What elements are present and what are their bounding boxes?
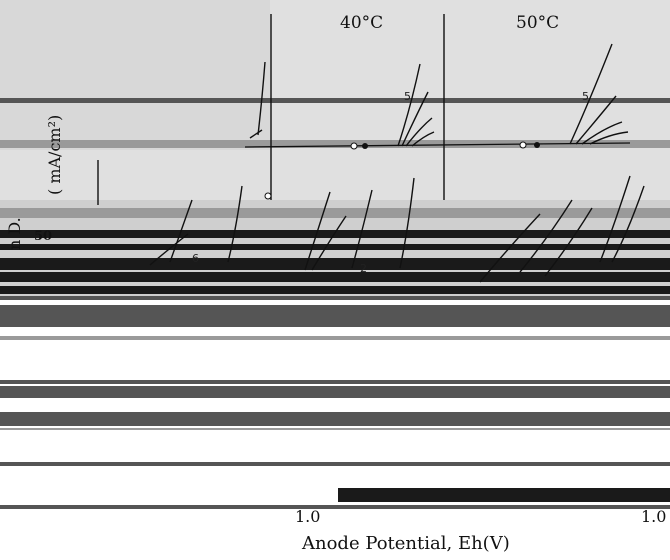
scan-band-5 — [0, 258, 670, 270]
lower-curve-5 — [351, 189, 373, 269]
scan-band-8 — [0, 296, 670, 300]
lower-curve-9 — [544, 207, 593, 277]
upper-curve-0 — [257, 61, 266, 136]
lower-curve-3 — [304, 191, 331, 271]
curve-label-1: 5 — [582, 90, 589, 103]
lower-curve-0 — [169, 199, 193, 263]
x-tick-label-1: 1.0 — [295, 507, 320, 526]
open-marker-50c — [519, 141, 527, 149]
lower-curve-7 — [479, 213, 541, 283]
scan-band-10 — [0, 336, 670, 340]
filled-marker-50c — [534, 142, 540, 148]
lower-curve-4 — [311, 215, 347, 271]
scan-band-2 — [0, 208, 670, 218]
scan-band-11 — [0, 380, 670, 384]
scan-band-6 — [0, 272, 670, 282]
curve-label-3: 6 — [192, 252, 199, 265]
scan-band-9 — [0, 305, 670, 327]
upper-curve-7 — [575, 95, 617, 145]
upper-curves — [249, 43, 629, 147]
upper-curve-1 — [249, 129, 263, 139]
reference-marker — [264, 192, 272, 200]
lower-curve-1 — [149, 233, 189, 266]
panel-label-40c: 40°C — [340, 13, 383, 33]
panel-label-50c: 50°C — [516, 13, 559, 33]
scan-band-15 — [0, 462, 670, 466]
filled-marker-40c — [362, 143, 368, 149]
curve-label-4: 2 — [360, 262, 367, 275]
lower-curve-11 — [611, 185, 645, 263]
upper-curve-2 — [397, 63, 421, 147]
upper-curve-3 — [401, 91, 429, 147]
scan-band-14 — [0, 428, 670, 430]
upper-curve-6 — [569, 43, 613, 145]
upper-baseline — [244, 142, 631, 148]
upper-curve-5 — [411, 131, 435, 147]
scan-band-0 — [0, 98, 670, 103]
y-axis-label-units: ( mA/cm²) — [45, 115, 64, 195]
paper-upper-left — [0, 0, 270, 150]
lower-curve-10 — [599, 175, 631, 263]
open-marker-40c — [350, 142, 358, 150]
upper-curve-4 — [405, 117, 433, 147]
scan-band-1 — [0, 140, 670, 148]
upper-curve-9 — [589, 131, 629, 145]
scan-band-7 — [0, 286, 670, 294]
lower-curves — [149, 175, 645, 283]
lower-curve-8 — [519, 199, 573, 273]
scan-band-13 — [0, 412, 670, 426]
scan-band-4 — [0, 244, 670, 250]
x-tick-label-2: 1.0 — [641, 507, 666, 526]
lower-curve-2 — [227, 185, 243, 263]
y-axis-label-prefix: n D. — [5, 217, 24, 250]
scan-band-gap — [0, 488, 338, 502]
y-tick-fragment: 50 — [34, 229, 52, 244]
curve-label-2: 5 — [404, 90, 411, 103]
scan-band-12 — [0, 386, 670, 398]
scan-band-17 — [0, 505, 670, 509]
x-axis-label: Anode Potential, Eh(V) — [301, 533, 510, 554]
upper-curve-8 — [581, 121, 623, 145]
lower-curve-6 — [399, 177, 415, 269]
